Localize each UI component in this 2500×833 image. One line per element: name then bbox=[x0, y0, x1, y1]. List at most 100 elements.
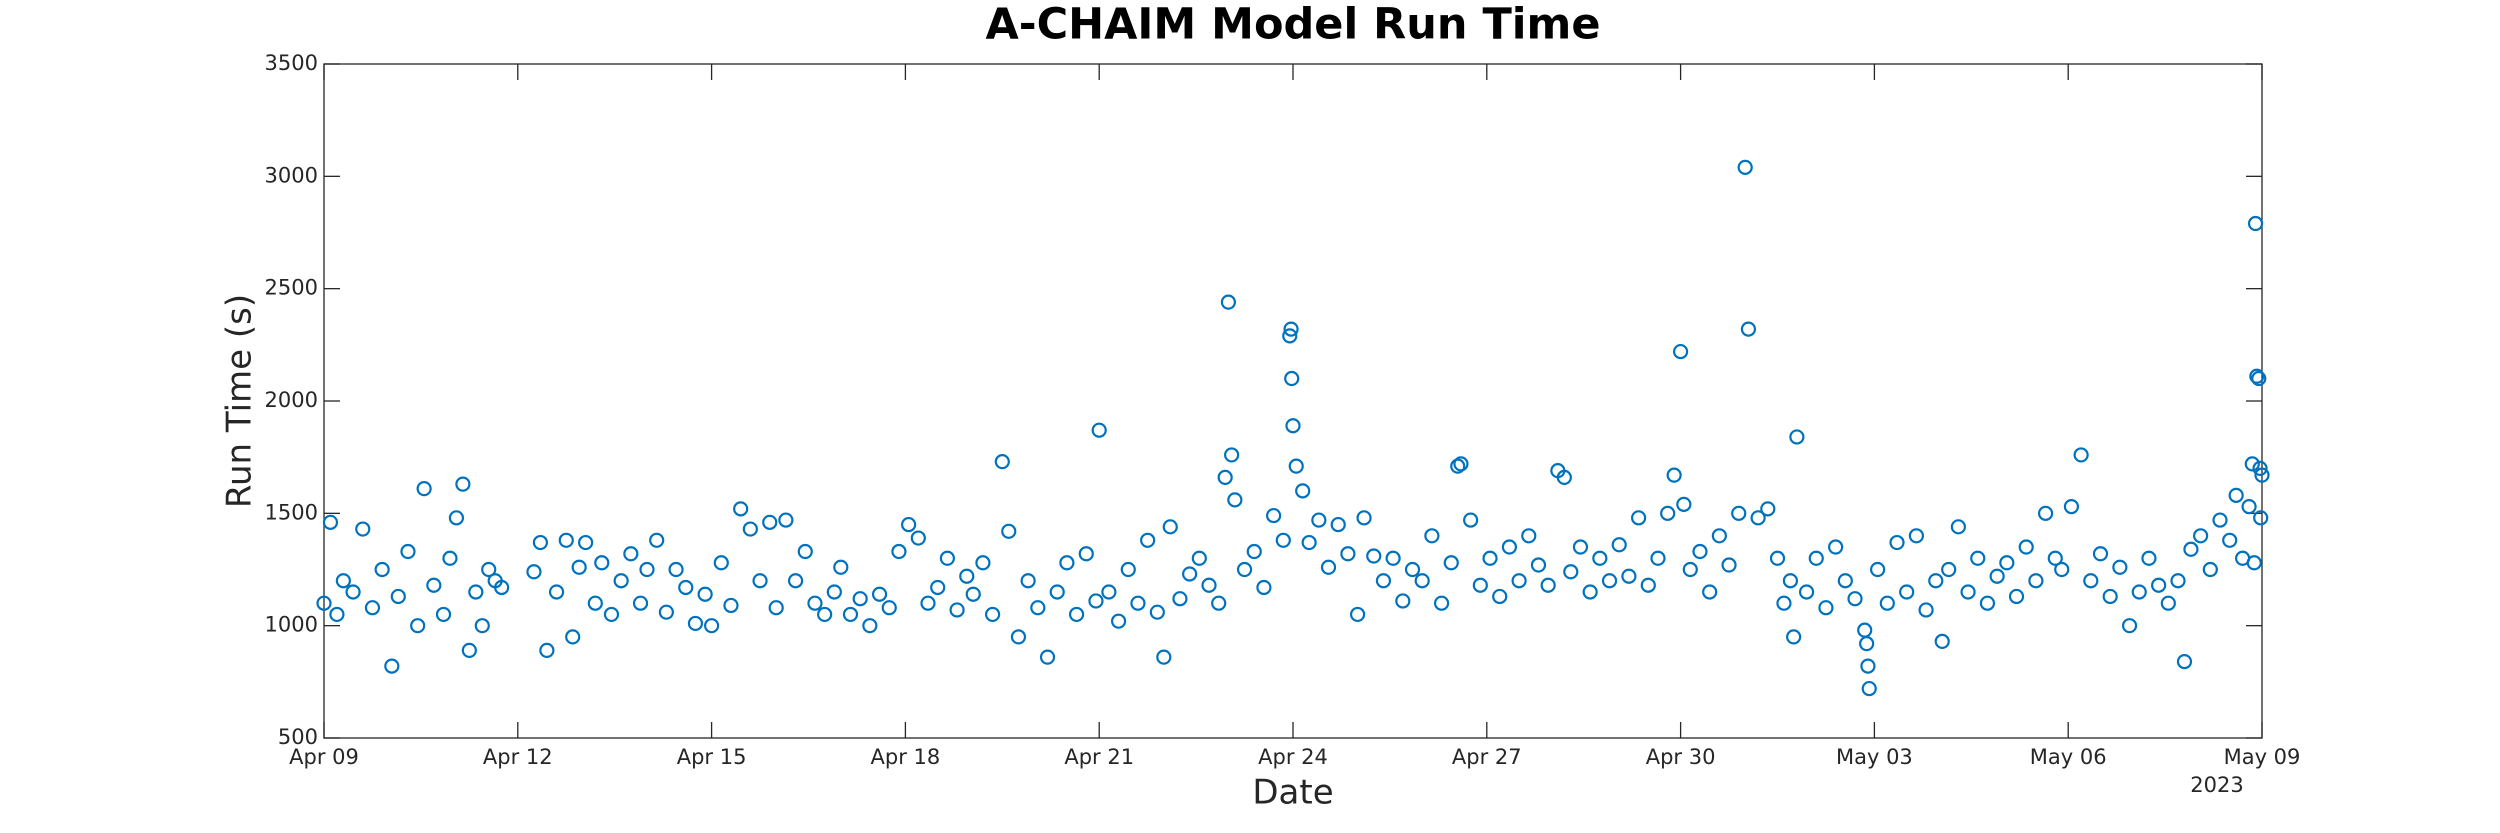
data-point bbox=[400, 543, 416, 560]
data-point bbox=[1721, 557, 1737, 573]
data-point bbox=[752, 573, 768, 589]
data-point bbox=[2092, 546, 2109, 562]
data-point bbox=[807, 595, 823, 611]
x-tick-label: Apr 12 bbox=[483, 745, 553, 769]
x-tick-label: Apr 21 bbox=[1064, 745, 1134, 769]
data-point bbox=[416, 481, 432, 497]
data-point bbox=[1989, 568, 2005, 584]
data-point bbox=[975, 555, 991, 571]
data-point bbox=[364, 600, 381, 616]
data-point bbox=[1130, 595, 1146, 611]
x-tick-label: May 03 bbox=[1836, 745, 1913, 769]
data-point bbox=[1463, 512, 1479, 528]
data-point bbox=[1556, 469, 1572, 485]
data-point bbox=[881, 600, 897, 616]
data-point bbox=[2252, 460, 2268, 476]
data-point bbox=[426, 577, 442, 593]
data-point bbox=[1149, 604, 1165, 620]
data-point bbox=[1366, 548, 1382, 564]
data-point bbox=[1340, 546, 1356, 562]
data-point bbox=[678, 579, 694, 596]
data-point bbox=[1256, 579, 1272, 596]
data-point bbox=[668, 561, 684, 578]
data-point bbox=[1750, 510, 1766, 526]
data-point bbox=[1472, 577, 1488, 593]
data-point bbox=[2176, 654, 2193, 670]
data-point bbox=[571, 559, 587, 575]
data-point bbox=[1375, 573, 1392, 589]
data-point bbox=[985, 606, 1001, 623]
data-point bbox=[2083, 573, 2099, 589]
data-point bbox=[2102, 588, 2118, 605]
data-point bbox=[448, 510, 465, 526]
data-point bbox=[2193, 528, 2209, 544]
data-point bbox=[1443, 555, 1459, 571]
data-point bbox=[390, 588, 406, 605]
data-point bbox=[1501, 539, 1518, 555]
data-point bbox=[558, 532, 574, 548]
data-point bbox=[2202, 561, 2218, 578]
data-point bbox=[1453, 456, 1469, 472]
data-point bbox=[787, 573, 804, 589]
data-point bbox=[939, 550, 955, 566]
x-axis-year: 2023 bbox=[2190, 773, 2243, 797]
data-point bbox=[1404, 561, 1421, 578]
data-point bbox=[2212, 512, 2228, 528]
data-point bbox=[1660, 505, 1676, 521]
data-point bbox=[1950, 519, 1966, 535]
data-point bbox=[797, 543, 813, 560]
data-point bbox=[2141, 550, 2157, 566]
data-point bbox=[442, 550, 458, 566]
data-point bbox=[1601, 573, 1618, 589]
data-point bbox=[1666, 467, 1682, 483]
data-point bbox=[2246, 555, 2262, 571]
data-point bbox=[2028, 573, 2044, 589]
x-tick-label: Apr 30 bbox=[1646, 745, 1716, 769]
x-tick-label: Apr 27 bbox=[1452, 745, 1522, 769]
data-point bbox=[1692, 543, 1708, 560]
data-point bbox=[817, 606, 833, 623]
data-point bbox=[649, 532, 665, 548]
data-point bbox=[697, 586, 713, 602]
data-point bbox=[2249, 368, 2265, 384]
data-point bbox=[965, 586, 981, 602]
data-point bbox=[632, 595, 649, 611]
data-point bbox=[1320, 559, 1337, 575]
data-point bbox=[1592, 550, 1608, 566]
y-tick-label: 3000 bbox=[265, 163, 318, 187]
data-point bbox=[1530, 557, 1547, 573]
data-point bbox=[1737, 159, 1753, 175]
data-point bbox=[1960, 584, 1976, 600]
data-point bbox=[1511, 573, 1527, 589]
data-point bbox=[1120, 561, 1136, 578]
data-point bbox=[1385, 550, 1401, 566]
data-point bbox=[1414, 573, 1430, 589]
data-point bbox=[2063, 498, 2080, 515]
data-point bbox=[1140, 532, 1156, 548]
data-point bbox=[2151, 577, 2167, 593]
data-point bbox=[322, 514, 339, 530]
chart-title: A-CHAIM Model Run Time bbox=[985, 0, 1600, 50]
data-point bbox=[826, 584, 842, 600]
data-point bbox=[1395, 593, 1411, 609]
data-point bbox=[2112, 559, 2128, 575]
data-point bbox=[2073, 447, 2089, 463]
data-point bbox=[1908, 528, 1924, 544]
data-point bbox=[1702, 584, 1718, 600]
data-point bbox=[1521, 528, 1537, 544]
data-point bbox=[1859, 636, 1875, 652]
data-point bbox=[1760, 501, 1776, 517]
y-tick-label: 1500 bbox=[265, 500, 318, 524]
data-point bbox=[1563, 564, 1579, 580]
data-point bbox=[1970, 550, 1986, 566]
data-point bbox=[2018, 539, 2034, 555]
data-point bbox=[1001, 523, 1017, 539]
data-point bbox=[994, 454, 1010, 470]
data-point bbox=[1928, 573, 1944, 589]
data-point bbox=[2037, 505, 2054, 521]
data-point bbox=[2241, 498, 2257, 515]
data-point bbox=[1861, 680, 1877, 697]
data-point bbox=[2254, 467, 2270, 483]
data-point bbox=[1899, 584, 1915, 600]
data-point bbox=[639, 561, 655, 578]
